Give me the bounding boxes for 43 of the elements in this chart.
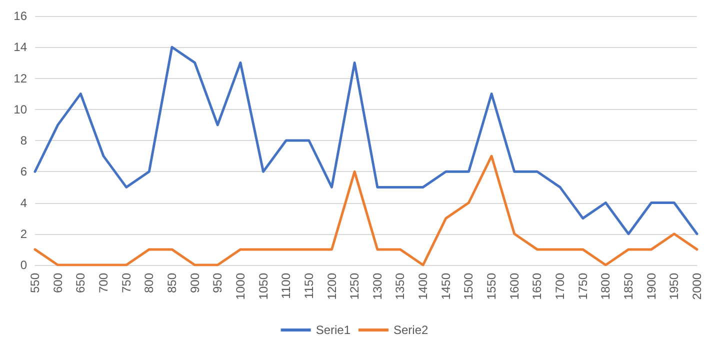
x-tick-label: 1500: [462, 272, 476, 300]
y-tick-label: 10: [14, 102, 28, 116]
x-tick-label: 1900: [644, 272, 658, 300]
x-tick-label: 900: [188, 272, 202, 294]
x-tick-label: 1850: [622, 272, 636, 300]
x-tick-label: 1450: [438, 272, 453, 300]
y-tick-label: 6: [20, 164, 28, 179]
x-tick-label: 800: [142, 272, 156, 294]
line-series: [34, 46, 698, 236]
y-tick-label: 16: [14, 9, 28, 23]
x-tick-label: 1600: [507, 272, 522, 300]
x-tick-label: 950: [210, 272, 225, 294]
y-tick-label: 4: [20, 196, 28, 210]
x-tick-label: 1250: [348, 272, 362, 300]
x-tick-label: 550: [28, 272, 42, 294]
x-tick-label: 1550: [484, 272, 499, 300]
y-tick-label: 2: [20, 226, 28, 241]
y-tick-label: 8: [20, 134, 28, 148]
x-tick-label: 1100: [279, 272, 294, 299]
x-tick-label: 1200: [324, 272, 339, 300]
legend-label: Serie2: [394, 323, 429, 337]
x-tick-label: 1700: [553, 272, 568, 300]
x-tick-label: 1650: [530, 272, 544, 300]
x-tick-label: 850: [164, 272, 179, 294]
legend-label: Serie1: [316, 323, 351, 337]
x-tick-label: 1800: [598, 272, 613, 300]
y-tick-label: 14: [14, 40, 28, 54]
y-tick-label: 0: [20, 258, 28, 272]
x-tick-label: 1000: [233, 272, 248, 300]
x-tick-label: 1300: [370, 272, 384, 300]
x-tick-label: 1350: [393, 272, 408, 300]
x-tick-label: 750: [119, 272, 134, 294]
x-tick-label: 1750: [576, 272, 590, 300]
x-tick-label: 700: [96, 272, 110, 294]
x-tick-label: 1950: [667, 272, 682, 300]
x-tick-label: 1050: [256, 272, 270, 300]
x-tick-label: 1400: [416, 272, 430, 300]
x-tick-label: 650: [74, 272, 88, 294]
x-tick-label: 600: [50, 272, 65, 294]
x-tick-label: 1150: [302, 272, 316, 299]
line-series: [34, 154, 698, 266]
y-tick-label: 12: [14, 71, 28, 86]
x-tick-label: 2000: [690, 272, 704, 300]
